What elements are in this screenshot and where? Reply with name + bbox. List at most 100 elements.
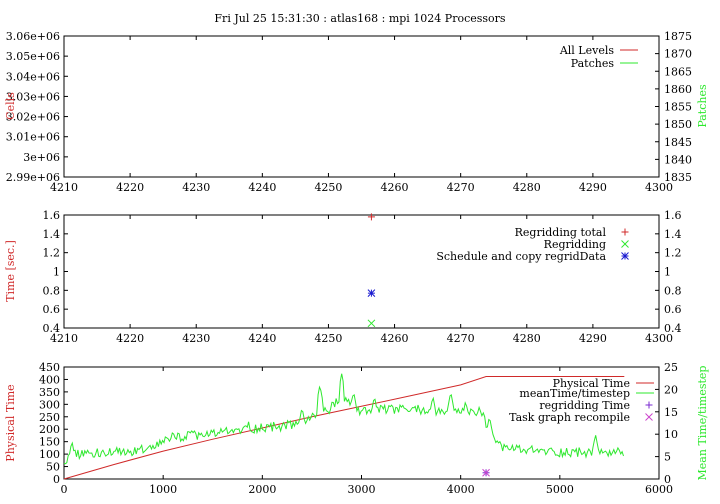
y-tick-label: 400 <box>39 373 60 386</box>
x-tick-label: 4250 <box>314 181 342 194</box>
y2-tick-label: 0.6 <box>664 303 682 316</box>
x-tick-label: 4230 <box>182 332 210 345</box>
x-tick-label: 4280 <box>513 181 541 194</box>
data-point <box>367 289 376 298</box>
x-tick-label: 4300 <box>645 181 673 194</box>
x-tick-label: 4240 <box>248 332 276 345</box>
chart-title: Fri Jul 25 15:31:30 : atlas168 : mpi 102… <box>214 12 506 25</box>
y-tick-label: 100 <box>39 448 60 461</box>
y-tick-label: 0.4 <box>43 322 61 335</box>
x-tick-label: 4290 <box>579 332 607 345</box>
data-point <box>482 468 490 477</box>
y2-tick-label: 1 <box>664 266 671 279</box>
y2-axis-label: Mean Time/timestep <box>696 366 709 481</box>
y-tick-label: 3.02e+06 <box>6 111 60 124</box>
y-axis-label: Physical Time <box>4 384 17 461</box>
y-tick-label: 1.4 <box>43 228 61 241</box>
y-axis-label: Time [sec.] <box>4 240 17 302</box>
y-tick-label: 3.05e+06 <box>6 50 60 63</box>
x-tick-label: 4280 <box>513 332 541 345</box>
legend-label: Physical Time <box>553 377 630 390</box>
y2-tick-label: 15 <box>664 406 678 419</box>
y2-tick-label: 1835 <box>664 171 692 184</box>
x-tick-label: 2000 <box>248 483 276 496</box>
x-tick-label: 4220 <box>116 181 144 194</box>
panel-cells-patches: 4210 4220 4230 4240 4250 4260 4270 4280 4290 4300… <box>4 30 709 194</box>
y2-tick-label: 0.4 <box>664 322 682 335</box>
y-tick-label: 1.6 <box>43 209 61 222</box>
x-tick-label: 4260 <box>381 332 409 345</box>
y-tick-label: 3e+06 <box>23 151 60 164</box>
data-point <box>367 319 376 328</box>
legend-marker <box>621 240 629 248</box>
x-tick-label: 0 <box>61 483 68 496</box>
x-tick-label: 1000 <box>149 483 177 496</box>
y2-tick-label: 1.2 <box>664 247 682 260</box>
x-tick-label: 4210 <box>50 332 78 345</box>
y2-tick-label: 1850 <box>664 118 692 131</box>
y-tick-label: 200 <box>39 423 60 436</box>
y-tick-label: 50 <box>46 461 60 474</box>
x-tick-label: 4250 <box>314 332 342 345</box>
y-tick-label: 1 <box>53 266 60 279</box>
legend-marker-d2 <box>645 413 653 421</box>
legend-label: All Levels <box>559 44 615 57</box>
y2-tick-label: 10 <box>664 428 678 441</box>
data-point <box>367 213 375 221</box>
legend-label: regridding Time <box>539 399 630 412</box>
x-tick-label: 3000 <box>348 483 376 496</box>
legend-label: Regridding <box>544 238 606 251</box>
y2-tick-label: 25 <box>664 361 678 374</box>
y2-tick-label: 0.8 <box>664 284 682 297</box>
legend-marker <box>621 228 629 236</box>
y-tick-label: 350 <box>39 386 60 399</box>
legend-marker-d2 <box>621 252 629 260</box>
y-tick-label: 3.03e+06 <box>6 90 60 103</box>
panel-physical-time: 0 1000 2000 3000 4000 5000 6000050100150200250… <box>4 361 709 496</box>
y-tick-label: 300 <box>39 398 60 411</box>
x-tick-label: 4000 <box>447 483 475 496</box>
data-point-d2 <box>367 319 376 328</box>
legend-label: Patches <box>571 57 615 70</box>
y2-tick-label: 1860 <box>664 83 692 96</box>
legend-label: Schedule and copy regridData <box>436 250 606 263</box>
y-tick-label: 3.04e+06 <box>6 70 60 83</box>
y2-tick-label: 1845 <box>664 136 692 149</box>
x-tick-label: 4260 <box>381 181 409 194</box>
y-tick-label: 450 <box>39 361 60 374</box>
legend-marker-d2 <box>621 240 629 248</box>
y-tick-label: 150 <box>39 436 60 449</box>
legend-label: Regridding total <box>515 226 607 239</box>
legend-marker <box>645 413 653 421</box>
x-tick-label: 4230 <box>182 181 210 194</box>
x-tick-label: 6000 <box>645 483 673 496</box>
y-tick-label: 0.6 <box>43 303 61 316</box>
y-tick-label: 3.01e+06 <box>6 131 60 144</box>
y-tick-label: 1.2 <box>43 247 61 260</box>
y2-tick-label: 5 <box>664 451 671 464</box>
y-axis-label: Cells <box>4 92 17 120</box>
series-line <box>63 376 625 480</box>
x-tick-label: 4300 <box>645 332 673 345</box>
x-tick-label: 4270 <box>447 181 475 194</box>
data-point-d2 <box>367 289 376 298</box>
y2-tick-label: 1.6 <box>664 209 682 222</box>
x-tick-label: 4270 <box>447 332 475 345</box>
x-tick-label: 4210 <box>50 181 78 194</box>
x-tick-label: 4220 <box>116 332 144 345</box>
y2-tick-label: 1840 <box>664 153 692 166</box>
y2-tick-label: 1855 <box>664 101 692 114</box>
legend-label: Task graph recompile <box>509 411 630 424</box>
series-meantime-line <box>63 373 624 465</box>
x-tick-label: 4290 <box>579 181 607 194</box>
y2-tick-label: 1875 <box>664 30 692 43</box>
data-point-d2 <box>482 468 490 477</box>
y2-tick-label: 1865 <box>664 65 692 78</box>
y2-axis-label: Patches <box>696 84 709 128</box>
panel-regrid-time: 4210 4220 4230 4240 4250 4260 4270 4280 4290 4300… <box>4 209 682 345</box>
legend-marker <box>645 401 653 409</box>
y-tick-label: 3.06e+06 <box>6 30 60 43</box>
y-tick-label: 2.99e+06 <box>6 171 60 184</box>
legend-marker <box>621 252 629 260</box>
